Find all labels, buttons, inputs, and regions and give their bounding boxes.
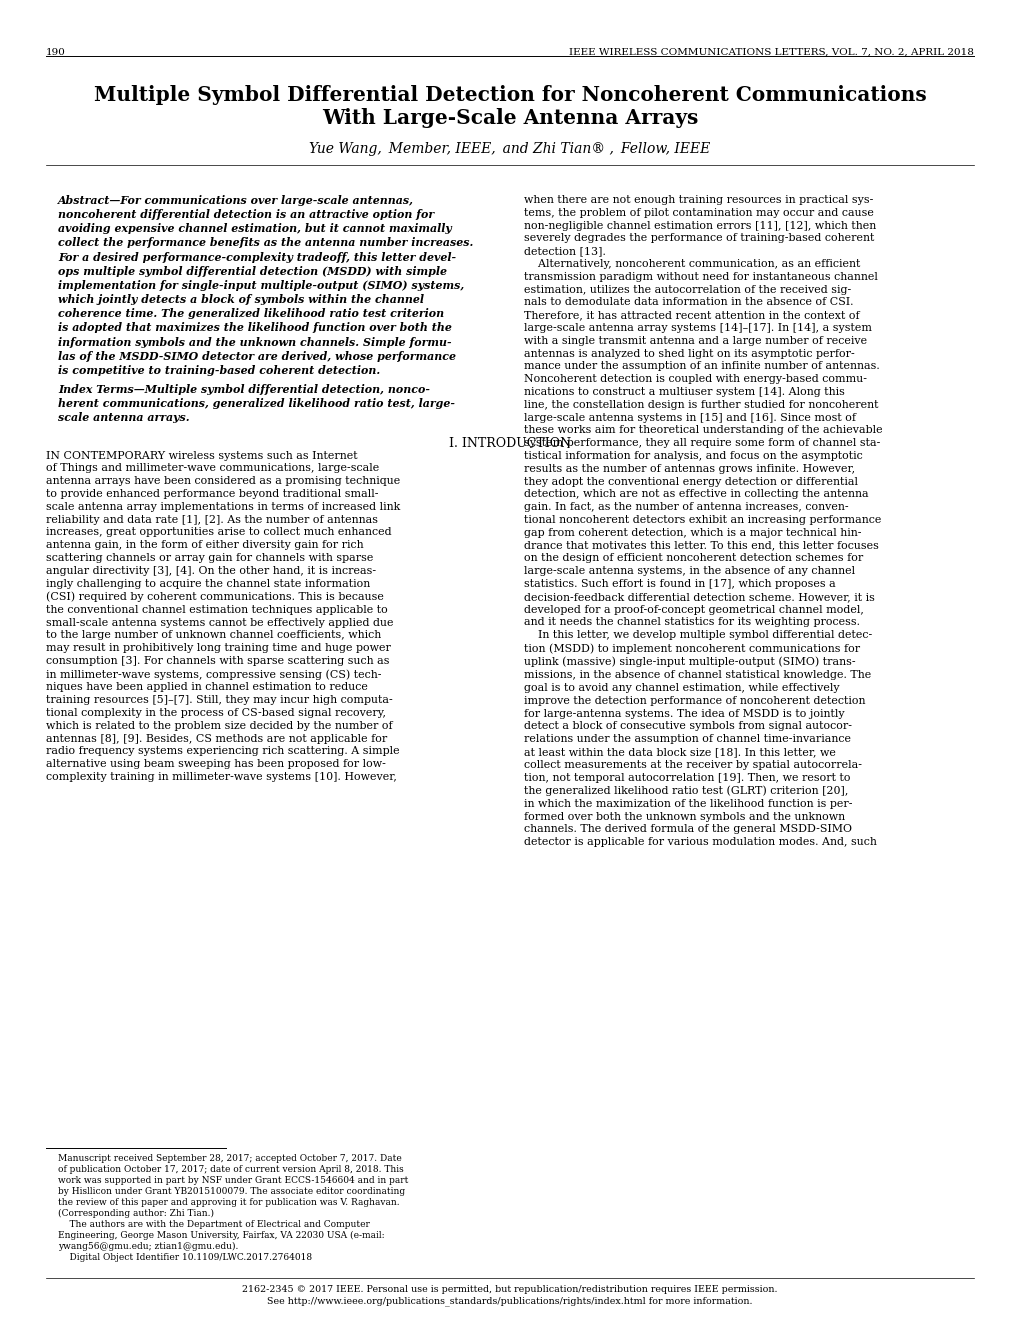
Text: Multiple Symbol Differential Detection for Noncoherent Communications: Multiple Symbol Differential Detection f… — [94, 84, 925, 106]
Text: With Large-Scale Antenna Arrays: With Large-Scale Antenna Arrays — [322, 108, 697, 128]
Text: See http://www.ieee.org/publications_standards/publications/rights/index.html fo: See http://www.ieee.org/publications_sta… — [267, 1296, 752, 1305]
Text: Manuscript received September 28, 2017; accepted October 7, 2017. Date
of public: Manuscript received September 28, 2017; … — [58, 1154, 408, 1262]
Text: Yue Wang, Member, IEEE, and Zhi Tian® , Fellow, IEEE: Yue Wang, Member, IEEE, and Zhi Tian® , … — [309, 143, 710, 156]
Text: 2162-2345 © 2017 IEEE. Personal use is permitted, but republication/redistributi: 2162-2345 © 2017 IEEE. Personal use is p… — [243, 1284, 777, 1294]
Text: when there are not enough training resources in practical sys-
tems, the problem: when there are not enough training resou… — [524, 195, 881, 847]
Text: IEEE WIRELESS COMMUNICATIONS LETTERS, VOL. 7, NO. 2, APRIL 2018: IEEE WIRELESS COMMUNICATIONS LETTERS, VO… — [569, 48, 973, 57]
Text: 190: 190 — [46, 48, 66, 57]
Text: Abstract—For communications over large-scale antennas,
noncoherent differential : Abstract—For communications over large-s… — [58, 195, 473, 376]
Text: Index Terms—Multiple symbol differential detection, nonco-
herent communications: Index Terms—Multiple symbol differential… — [58, 384, 454, 424]
Text: IN CONTEMPORARY wireless systems such as Internet
of Things and millimeter-wave : IN CONTEMPORARY wireless systems such as… — [46, 450, 399, 781]
Text: I. INTRODUCTION: I. INTRODUCTION — [448, 437, 571, 450]
